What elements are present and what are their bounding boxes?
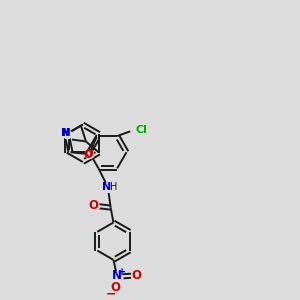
Text: +: + — [118, 267, 126, 277]
Text: N: N — [62, 128, 71, 139]
Text: N: N — [61, 128, 70, 138]
Text: H: H — [110, 182, 117, 192]
Text: −: − — [105, 288, 116, 300]
Text: N: N — [102, 182, 112, 192]
Text: O: O — [110, 281, 120, 294]
Text: N: N — [112, 269, 122, 282]
Text: Cl: Cl — [136, 125, 148, 135]
Text: O: O — [132, 269, 142, 282]
Text: O: O — [84, 150, 92, 160]
Text: O: O — [85, 149, 93, 159]
Text: O: O — [88, 199, 98, 212]
